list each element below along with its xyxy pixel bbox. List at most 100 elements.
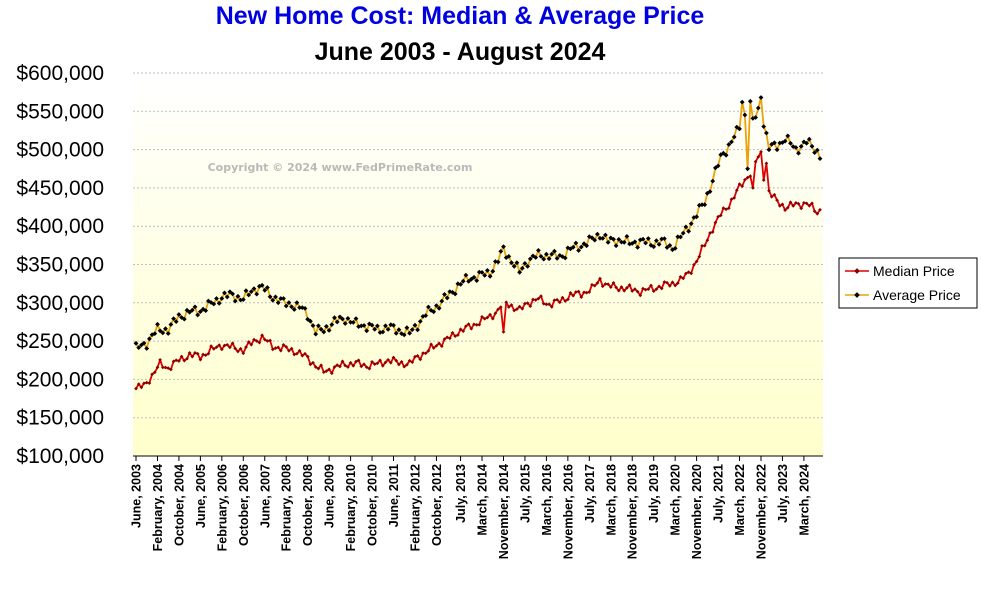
x-tick-label: July, 2017	[583, 464, 597, 523]
data-point	[523, 301, 527, 306]
data-point	[547, 302, 551, 307]
data-point	[509, 260, 514, 266]
data-point	[359, 364, 364, 369]
data-point	[774, 147, 780, 153]
x-tick-label: November, 2018	[626, 464, 640, 559]
data-point	[278, 348, 283, 353]
data-point	[710, 178, 716, 184]
data-point	[713, 220, 718, 225]
data-point	[321, 370, 326, 375]
data-point	[276, 345, 281, 350]
data-point	[289, 346, 294, 351]
data-point	[391, 355, 396, 360]
data-point	[426, 349, 431, 353]
x-tick-label: February, 2010	[344, 464, 358, 551]
data-point	[388, 360, 393, 365]
data-point	[415, 354, 420, 358]
data-point	[501, 330, 506, 334]
x-tick-label: March, 2024	[797, 464, 811, 536]
data-point	[370, 360, 374, 364]
data-point	[582, 290, 586, 295]
y-tick-label: $200,000	[16, 368, 104, 391]
data-point	[643, 240, 649, 246]
data-point	[297, 305, 303, 311]
legend-marker	[854, 268, 860, 274]
data-point	[340, 316, 345, 322]
data-point	[402, 364, 407, 369]
data-point	[372, 362, 377, 366]
data-point	[342, 321, 348, 326]
data-point	[495, 259, 501, 265]
data-point	[190, 354, 195, 359]
data-point	[743, 177, 747, 182]
x-tick-label: July, 2013	[454, 464, 468, 523]
data-point	[675, 281, 680, 285]
x-tick-label: October, 2004	[172, 464, 186, 546]
data-point	[646, 287, 651, 291]
data-point	[303, 351, 307, 356]
data-point	[150, 372, 154, 377]
data-point	[480, 315, 484, 319]
data-point	[219, 347, 224, 352]
y-tick-label: $250,000	[16, 330, 104, 353]
data-point	[555, 297, 559, 302]
data-point	[514, 260, 520, 266]
data-point	[198, 357, 203, 362]
gridlines	[133, 72, 823, 419]
data-point	[397, 362, 401, 367]
data-point	[284, 345, 289, 349]
data-point	[512, 308, 517, 313]
data-point	[364, 365, 369, 370]
data-point	[369, 322, 375, 328]
data-point	[386, 357, 390, 362]
data-point	[576, 248, 582, 253]
data-point	[568, 291, 573, 295]
data-point	[563, 299, 568, 303]
data-point	[799, 206, 804, 211]
legend-entry-average: Average Price	[845, 287, 961, 303]
data-point	[477, 322, 482, 327]
x-tick-label: March, 2020	[669, 464, 683, 536]
data-point	[160, 365, 165, 370]
data-point	[651, 289, 656, 294]
data-point	[753, 115, 759, 120]
x-tick-label: March, 2016	[540, 464, 554, 536]
data-point	[606, 282, 610, 287]
data-point	[721, 206, 726, 210]
data-point	[270, 347, 275, 352]
data-point	[171, 359, 176, 364]
data-point	[745, 166, 751, 172]
data-point	[142, 381, 146, 386]
data-point	[592, 283, 597, 288]
data-point	[541, 301, 546, 306]
data-point	[305, 354, 310, 359]
data-point	[375, 361, 380, 366]
data-point	[560, 295, 565, 300]
data-point	[517, 304, 522, 309]
data-point	[474, 278, 480, 284]
x-tick-label: June, 2003	[130, 464, 144, 528]
data-point	[633, 287, 637, 291]
data-point	[584, 243, 590, 249]
data-point	[587, 290, 592, 294]
data-point	[410, 360, 415, 365]
data-point	[723, 152, 729, 158]
data-point	[759, 150, 763, 154]
data-point	[348, 360, 353, 365]
data-point	[638, 293, 643, 298]
y-tick-label: $150,000	[16, 407, 104, 430]
data-point	[552, 298, 557, 303]
data-point	[665, 280, 669, 285]
data-point	[147, 381, 152, 385]
data-point	[715, 163, 721, 169]
data-point	[780, 202, 785, 207]
data-point	[152, 370, 157, 375]
data-point	[313, 331, 319, 337]
data-point	[238, 346, 243, 351]
data-point	[407, 358, 412, 363]
data-point	[222, 343, 227, 348]
data-point	[155, 321, 160, 327]
x-tick-label: July, 2021	[712, 464, 726, 523]
data-point	[230, 341, 235, 346]
data-point	[236, 349, 240, 354]
